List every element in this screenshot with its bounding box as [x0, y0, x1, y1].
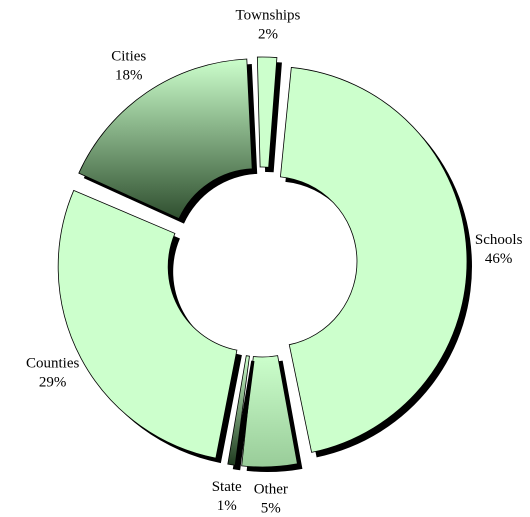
slice-label: Schools	[475, 232, 523, 248]
slice	[57, 189, 238, 459]
slice-label: Other	[254, 481, 288, 497]
slice	[78, 58, 253, 220]
slice-value: 46%	[485, 251, 513, 267]
slice-label: Cities	[111, 48, 146, 64]
slice	[279, 66, 468, 453]
slice-value: 18%	[115, 67, 143, 83]
slice-value: 2%	[258, 27, 278, 43]
slice	[227, 355, 250, 466]
slice	[256, 56, 278, 168]
slice-label: Townships	[236, 8, 301, 24]
slice-value: 29%	[39, 375, 67, 391]
slice-value: 1%	[217, 498, 237, 514]
slice-value: 5%	[261, 500, 281, 516]
slice-label: Counties	[26, 356, 79, 372]
slice-label: State	[212, 479, 242, 495]
